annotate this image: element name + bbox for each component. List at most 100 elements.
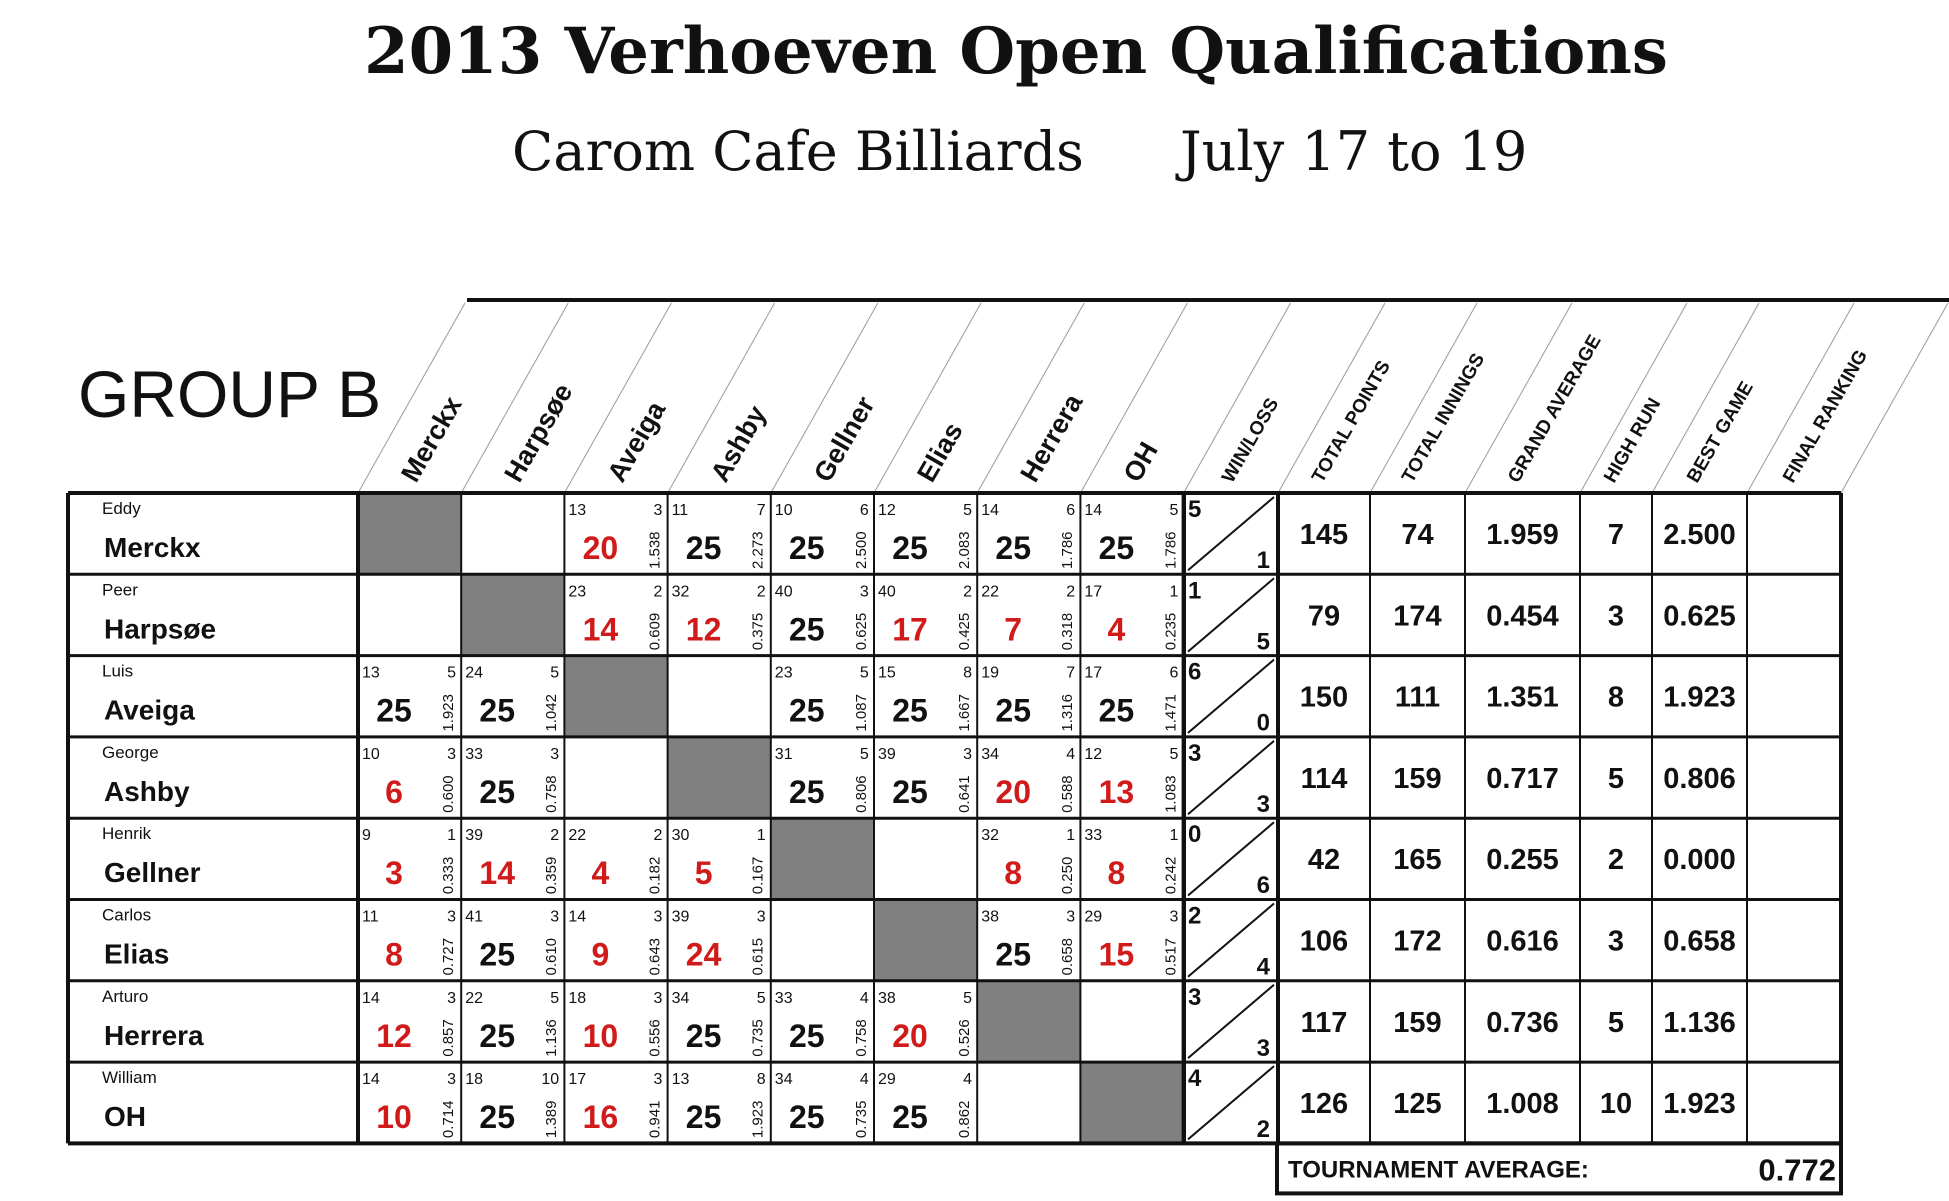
stat-header-win-loss: WIN/LOSS (1218, 395, 1283, 487)
match-innings: 22 (981, 583, 999, 600)
match-innings: 17 (1084, 665, 1102, 682)
match-average: 0.625 (853, 613, 870, 651)
match-score: 25 (995, 530, 1031, 566)
match-high-run: 2 (653, 583, 662, 600)
match-innings: 38 (878, 990, 896, 1007)
match-average: 1.316 (1059, 694, 1076, 732)
match-score: 10 (376, 1099, 412, 1135)
match-high-run: 1 (1066, 827, 1075, 844)
stat-total-innings: 159 (1393, 1007, 1441, 1039)
header-guide-line (1183, 302, 1292, 494)
loss-count: 2 (1257, 1116, 1270, 1143)
player-last-name: Ashby (104, 776, 190, 807)
match-average: 0.806 (853, 775, 870, 813)
match-score: 8 (385, 937, 403, 973)
match-average: 0.517 (1162, 938, 1179, 976)
match-average: 0.182 (646, 857, 663, 895)
match-innings: 40 (775, 583, 793, 600)
match-score: 25 (479, 693, 515, 729)
player-last-name: Elias (104, 939, 169, 970)
match-average: 1.538 (646, 531, 663, 569)
match-average: 1.087 (853, 694, 870, 732)
match-score: 13 (1099, 774, 1135, 810)
match-average: 1.042 (543, 694, 560, 732)
match-score: 25 (1099, 530, 1135, 566)
match-innings: 38 (981, 909, 999, 926)
match-high-run: 3 (447, 990, 456, 1007)
stat-grand-average: 0.255 (1486, 844, 1559, 876)
match-high-run: 5 (860, 665, 869, 682)
match-average: 1.923 (440, 694, 457, 732)
match-score: 25 (995, 693, 1031, 729)
tournament-average-label: TOURNAMENT AVERAGE: (1288, 1156, 1589, 1183)
match-high-run: 4 (860, 990, 869, 1007)
stat-grand-average: 0.454 (1486, 600, 1559, 632)
match-average: 1.136 (543, 1019, 560, 1057)
match-innings: 30 (672, 827, 690, 844)
stat-high-run: 2 (1608, 844, 1624, 876)
match-high-run: 5 (550, 665, 559, 682)
match-innings: 14 (362, 1071, 380, 1088)
player-last-name: Harpsøe (104, 613, 216, 644)
match-innings: 18 (568, 990, 586, 1007)
stat-grand-average: 0.616 (1486, 926, 1559, 958)
win-loss-slash (1187, 821, 1275, 897)
match-average: 1.471 (1162, 694, 1179, 732)
group-label: GROUP B (78, 357, 382, 431)
stat-total-points: 42 (1308, 844, 1340, 876)
stat-best-game: 0.806 (1663, 763, 1736, 795)
match-high-run: 5 (860, 746, 869, 763)
match-average: 2.083 (956, 531, 973, 569)
match-average: 1.389 (543, 1101, 560, 1139)
header-guide-line (1369, 302, 1478, 494)
stat-header-final-ranking: FINAL RANKING (1779, 346, 1872, 486)
match-average: 0.735 (750, 1019, 767, 1057)
match-innings: 39 (465, 827, 483, 844)
stat-total-points: 117 (1301, 1007, 1348, 1039)
stat-high-run: 5 (1608, 763, 1624, 795)
match-innings: 11 (362, 909, 379, 926)
column-header-harpsøe: Harpsøe (498, 378, 578, 487)
match-average: 0.658 (1059, 938, 1076, 976)
match-innings: 15 (878, 665, 896, 682)
stat-total-innings: 74 (1401, 519, 1433, 551)
column-header-oh: OH (1118, 437, 1164, 487)
win-loss-slash (1187, 658, 1275, 734)
match-high-run: 3 (860, 583, 869, 600)
header-guide-line (667, 302, 776, 494)
win-count: 3 (1188, 740, 1201, 767)
match-score: 24 (686, 937, 722, 973)
match-score: 12 (686, 611, 722, 647)
stat-total-points: 150 (1300, 682, 1348, 714)
match-innings: 39 (672, 909, 690, 926)
match-innings: 14 (362, 990, 380, 1007)
stat-best-game: 1.923 (1663, 1088, 1736, 1120)
match-innings: 32 (672, 583, 690, 600)
match-score: 17 (892, 611, 928, 647)
match-high-run: 6 (1169, 665, 1178, 682)
header-guide-line (1840, 302, 1949, 494)
venue-subtitle: Carom Cafe Billiards (512, 120, 1084, 183)
stat-total-points: 79 (1308, 600, 1340, 632)
match-score: 12 (376, 1018, 412, 1054)
match-score: 6 (385, 774, 403, 810)
match-score: 25 (892, 530, 928, 566)
match-innings: 19 (981, 665, 999, 682)
match-innings: 11 (672, 502, 689, 519)
match-score: 25 (376, 693, 412, 729)
match-average: 0.758 (543, 775, 560, 813)
match-high-run: 3 (653, 502, 662, 519)
stat-best-game: 1.136 (1663, 1007, 1736, 1039)
match-score: 20 (995, 774, 1031, 810)
match-score: 25 (789, 774, 825, 810)
player-first-name: George (102, 743, 159, 762)
self-match-cell (874, 899, 978, 981)
self-match-cell (461, 574, 565, 656)
match-high-run: 5 (550, 990, 559, 1007)
match-average: 0.359 (543, 857, 560, 895)
stat-total-innings: 159 (1393, 763, 1441, 795)
match-score: 25 (479, 1099, 515, 1135)
match-average: 1.667 (956, 694, 973, 732)
match-score: 10 (583, 1018, 619, 1054)
match-average: 0.610 (543, 938, 560, 976)
